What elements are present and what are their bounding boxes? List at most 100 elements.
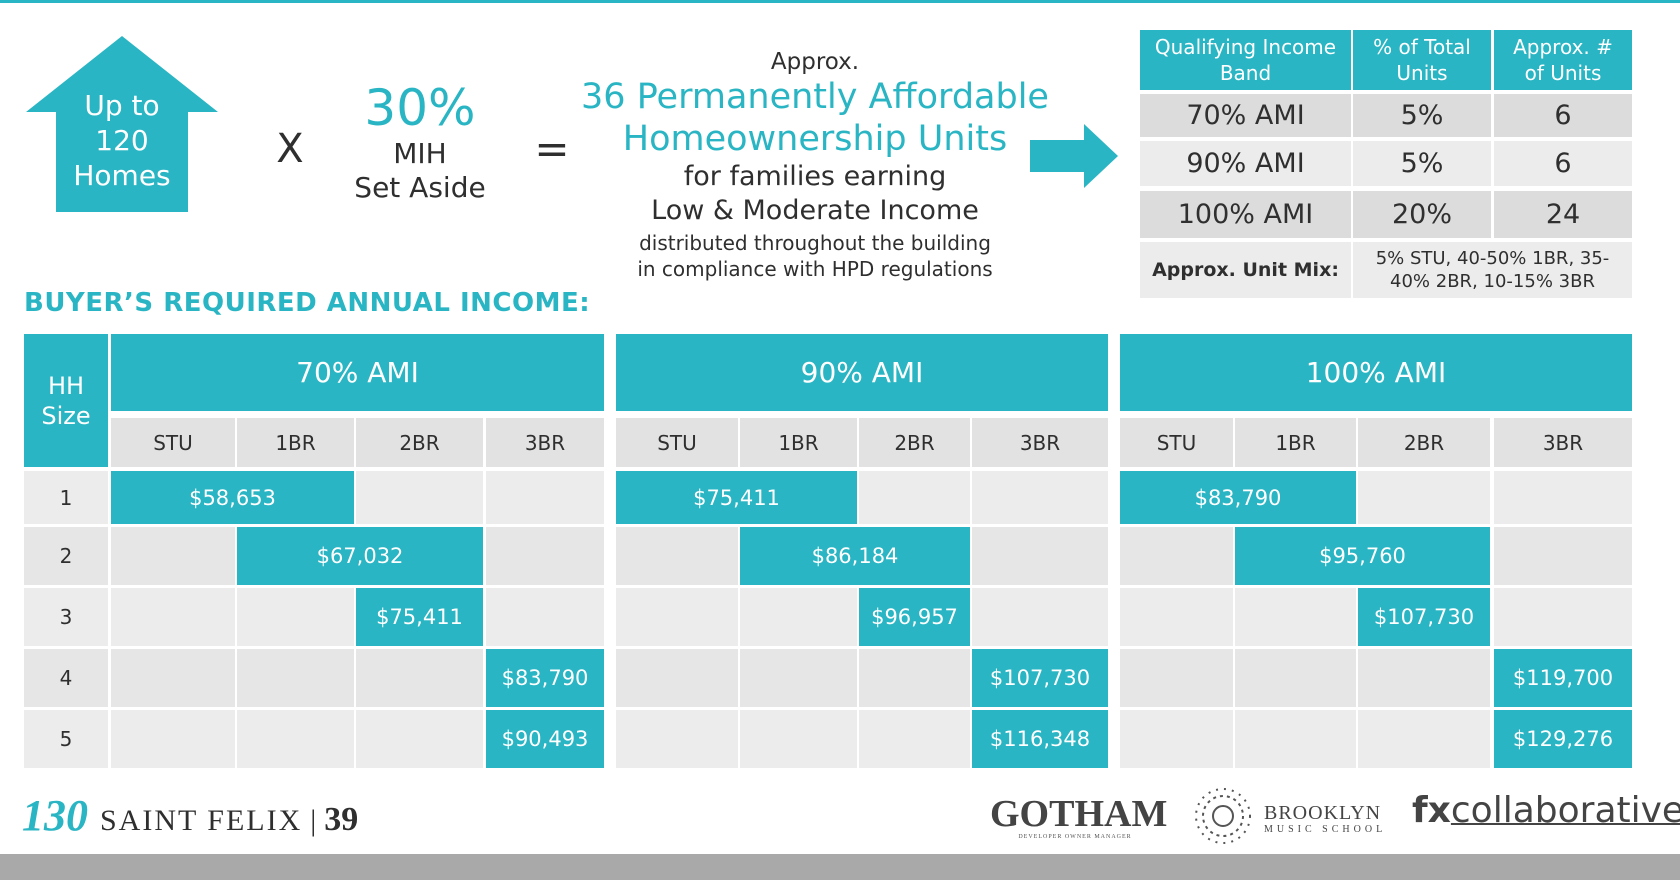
times-sign: X — [276, 126, 304, 172]
house-line: 120 — [95, 124, 149, 157]
sub-line: Low & Moderate Income — [651, 195, 979, 226]
unit-mix-value: 5% STU, 40-50% 1BR, 35-40% 2BR, 10-15% 3… — [1353, 242, 1632, 298]
unit-type: 1BR — [237, 418, 354, 467]
income-cell: $119,700 — [1494, 649, 1632, 707]
fx-prefix: fx — [1412, 790, 1451, 831]
income-cell: $107,730 — [1358, 588, 1490, 646]
empty-cell — [1235, 588, 1356, 646]
house-line: Up to — [84, 89, 160, 122]
empty-cell — [1120, 527, 1233, 585]
empty-cell — [1358, 710, 1490, 768]
empty-cell — [237, 649, 354, 707]
result-lead: Approx. — [770, 49, 860, 75]
income-cell: $95,760 — [1235, 527, 1490, 585]
summary-header: Qualifying Income Band — [1140, 30, 1351, 90]
brooklyn-logo: BROOKLYN MUSIC SCHOOL — [1264, 802, 1386, 835]
summary-cell: 100% AMI — [1140, 191, 1351, 238]
empty-cell — [111, 649, 235, 707]
result-note: distributed throughout the building in c… — [555, 230, 1075, 282]
house-line: Homes — [73, 159, 171, 192]
empty-cell — [237, 710, 354, 768]
income-cell: $116,348 — [972, 710, 1108, 768]
income-cell: $107,730 — [972, 649, 1108, 707]
empty-cell — [111, 527, 235, 585]
brooklyn-sub: MUSIC SCHOOL — [1264, 824, 1387, 835]
empty-cell — [972, 471, 1108, 524]
empty-cell — [356, 649, 483, 707]
hh-size: 3 — [24, 588, 108, 646]
income-cell: $129,276 — [1494, 710, 1632, 768]
set-aside-percent: 30% — [330, 80, 510, 136]
empty-cell — [616, 649, 738, 707]
unit-mix-label: Approx. Unit Mix: — [1140, 242, 1351, 298]
note-line: in compliance with HPD regulations — [637, 257, 993, 281]
income-cell: $83,790 — [1120, 471, 1356, 524]
empty-cell — [1494, 588, 1632, 646]
empty-cell — [972, 527, 1108, 585]
empty-cell — [1235, 710, 1356, 768]
empty-cell — [1358, 471, 1490, 524]
result-sub: for families earning Low & Moderate Inco… — [555, 160, 1075, 228]
empty-cell — [356, 471, 483, 524]
unit-type: STU — [1120, 418, 1233, 467]
bottom-bar — [0, 854, 1680, 880]
unit-type: 2BR — [859, 418, 970, 467]
gotham-word: GOTHAM — [990, 793, 1168, 835]
empty-cell — [972, 588, 1108, 646]
set-aside-label: MIH Set Aside — [330, 137, 510, 205]
income-cell: $67,032 — [237, 527, 483, 585]
headline-line: Homeownership Units — [622, 119, 1008, 159]
empty-cell — [1120, 710, 1233, 768]
house-shape — [26, 36, 218, 212]
income-cell: $75,411 — [616, 471, 857, 524]
empty-cell — [111, 710, 235, 768]
hh-size: 5 — [24, 710, 108, 768]
sub-line: for families earning — [683, 161, 947, 192]
summary-cell: 70% AMI — [1140, 94, 1351, 137]
equals-sign: = — [534, 124, 570, 173]
unit-type: 3BR — [1494, 418, 1632, 467]
income-cell: $96,957 — [859, 588, 970, 646]
summary-cell: 6 — [1494, 141, 1632, 186]
hh-header: HH Size — [24, 334, 108, 467]
fx-word: collaborative — [1450, 790, 1680, 831]
unit-type: STU — [111, 418, 235, 467]
empty-cell — [740, 649, 857, 707]
summary-cell: 5% — [1353, 141, 1491, 186]
empty-cell — [1235, 649, 1356, 707]
top-rule — [0, 0, 1680, 3]
group-header: 90% AMI — [616, 334, 1108, 411]
empty-cell — [859, 471, 970, 524]
summary-cell: 20% — [1353, 191, 1491, 238]
arrow — [1030, 124, 1118, 188]
empty-cell — [1494, 527, 1632, 585]
empty-cell — [237, 588, 354, 646]
income-title: BUYER’S REQUIRED ANNUAL INCOME: — [24, 288, 591, 318]
brooklyn-word: BROOKLYN — [1264, 802, 1382, 824]
income-cell: $90,493 — [486, 710, 604, 768]
empty-cell — [486, 527, 604, 585]
income-cell: $83,790 — [486, 649, 604, 707]
income-cell: $75,411 — [356, 588, 483, 646]
separator: | — [310, 804, 317, 837]
summary-cell: 24 — [1494, 191, 1632, 238]
headline-line: 36 Permanently Affordable — [581, 77, 1049, 117]
unit-type: 2BR — [1358, 418, 1490, 467]
unit-type: STU — [616, 418, 738, 467]
summary-header: Approx. # of Units — [1494, 30, 1632, 90]
fx-logo: fxcollaborative — [1412, 790, 1680, 831]
income-cell: $86,184 — [740, 527, 970, 585]
summary-cell: 5% — [1353, 94, 1491, 137]
empty-cell — [1120, 649, 1233, 707]
house-text: Up to 120 Homes — [56, 88, 188, 193]
empty-cell — [859, 649, 970, 707]
income-cell: $58,653 — [111, 471, 354, 524]
empty-cell — [111, 588, 235, 646]
hh-size: 1 — [24, 471, 108, 524]
empty-cell — [616, 527, 738, 585]
empty-cell — [616, 588, 738, 646]
empty-cell — [859, 710, 970, 768]
summary-header: % of Total Units — [1353, 30, 1491, 90]
footer-brand: 130 SAINT FELIX | 39 — [22, 790, 358, 841]
